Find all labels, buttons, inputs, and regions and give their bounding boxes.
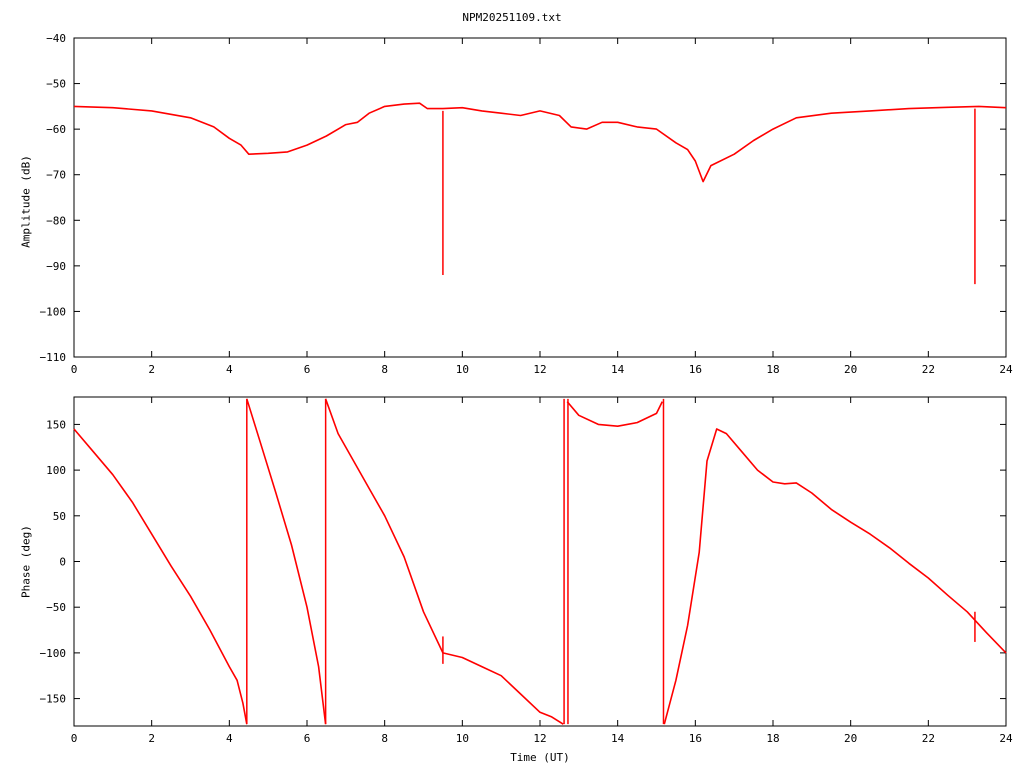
phase-series-line	[73, 428, 248, 725]
phase-panel: 0 2 4 6 8 10 12 14 16 18 20 22 24150100500−50−100−15…	[40, 396, 1013, 745]
amplitude-plot-frame	[73, 37, 1007, 358]
amplitude-x-tick-label: 10	[456, 363, 469, 376]
phase-x-tick-label: 14	[611, 732, 625, 745]
phase-y-tick-label: −50	[46, 601, 66, 614]
amplitude-x-tick-label: 8	[381, 363, 388, 376]
phase-y-tick-label: 150	[46, 418, 66, 431]
phase-y-tick-label: −150	[40, 693, 67, 706]
phase-x-tick-label: 2	[148, 732, 155, 745]
phase-x-tick-label: 20	[844, 732, 857, 745]
amplitude-x-tick-label: 22	[922, 363, 935, 376]
phase-x-tick-label: 16	[689, 732, 702, 745]
amplitude-x-tick-label: 2	[148, 363, 155, 376]
phase-x-tick-label: 24	[999, 732, 1013, 745]
phase-series-line	[324, 398, 564, 725]
amplitude-y-tick-label: −60	[46, 123, 66, 136]
amplitude-x-tick-label: 4	[226, 363, 233, 376]
phase-x-tick-label: 10	[456, 732, 469, 745]
phase-x-tick-label: 18	[766, 732, 779, 745]
amplitude-x-tick-label: 12	[533, 363, 546, 376]
phase-series-line	[566, 401, 664, 428]
amplitude-y-tick-label: −40	[46, 32, 66, 45]
phase-y-tick-label: −100	[40, 647, 67, 660]
chart-title: NPM20251109.txt	[462, 11, 562, 24]
phase-y-tick-label: 0	[59, 556, 66, 569]
phase-x-tick-label: 4	[226, 732, 233, 745]
phase-y-tick-label: 50	[53, 510, 66, 523]
time-x-axis-label: Time (UT)	[510, 751, 570, 764]
phase-series-line	[663, 428, 1007, 725]
phase-x-tick-label: 22	[922, 732, 935, 745]
amplitude-x-tick-label: 14	[611, 363, 625, 376]
amplitude-series-line	[73, 102, 1007, 183]
amplitude-x-tick-label: 24	[999, 363, 1013, 376]
phase-x-tick-label: 8	[381, 732, 388, 745]
phase-x-tick-label: 12	[533, 732, 546, 745]
amplitude-y-tick-label: −100	[40, 305, 67, 318]
amplitude-y-tick-label: −80	[46, 214, 66, 227]
amplitude-x-tick-label: 6	[304, 363, 311, 376]
amplitude-y-tick-label: −70	[46, 169, 66, 182]
amplitude-y-tick-label: −50	[46, 78, 66, 91]
phase-plot-frame	[73, 396, 1007, 727]
amplitude-x-tick-label: 16	[689, 363, 702, 376]
amplitude-y-tick-label: −110	[40, 351, 67, 364]
amplitude-x-tick-label: 20	[844, 363, 857, 376]
amplitude-x-tick-label: 0	[71, 363, 78, 376]
amplitude-x-tick-label: 18	[766, 363, 779, 376]
phase-y-tick-label: 100	[46, 464, 66, 477]
amplitude-y-tick-label: −90	[46, 260, 66, 273]
phase-x-tick-label: 0	[71, 732, 78, 745]
amplitude-panel: 0 2 4 6 8 10 12 14 16 18 20 22 24−40−50−60−70−80−90−…	[40, 32, 1013, 376]
phase-series-line	[246, 398, 327, 725]
phase-x-tick-label: 6	[304, 732, 311, 745]
